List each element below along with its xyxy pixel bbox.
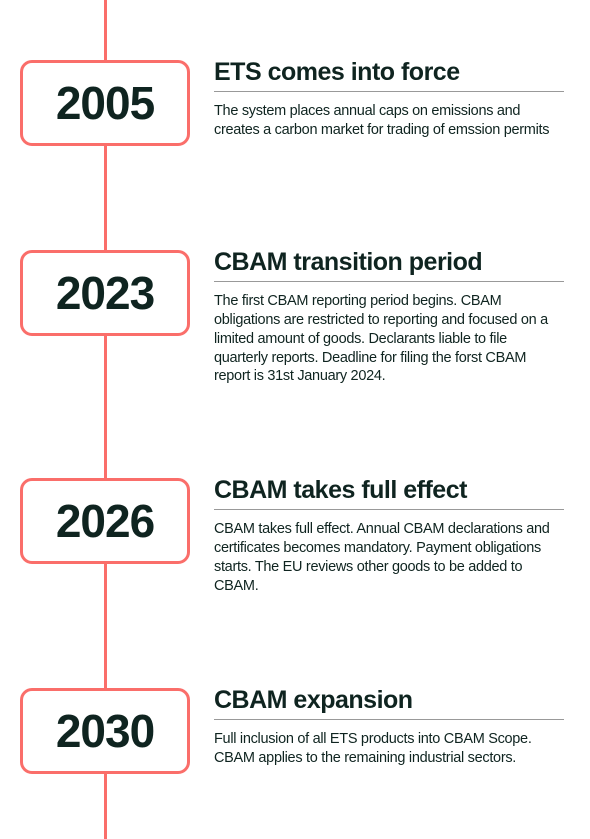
year-box: 2005: [20, 60, 190, 146]
year-box: 2030: [20, 688, 190, 774]
timeline-content: CBAM takes full effect CBAM takes full e…: [190, 470, 570, 595]
timeline-body: The system places annual caps on emissio…: [214, 102, 564, 140]
timeline-item: 2023 CBAM transition period The first CB…: [20, 242, 570, 386]
timeline-item: 2005 ETS comes into force The system pla…: [20, 52, 570, 146]
divider: [214, 281, 564, 282]
year-text: 2030: [56, 704, 154, 758]
timeline-body: The first CBAM reporting period begins. …: [214, 292, 564, 386]
timeline-title: CBAM takes full effect: [214, 476, 564, 505]
timeline-content: CBAM expansion Full inclusion of all ETS…: [190, 680, 570, 768]
year-text: 2026: [56, 494, 154, 548]
timeline-title: CBAM transition period: [214, 248, 564, 277]
year-box: 2026: [20, 478, 190, 564]
timeline-body: Full inclusion of all ETS products into …: [214, 730, 564, 768]
year-text: 2023: [56, 266, 154, 320]
timeline-item: 2030 CBAM expansion Full inclusion of al…: [20, 680, 570, 774]
year-text: 2005: [56, 76, 154, 130]
timeline-title: CBAM expansion: [214, 686, 564, 715]
timeline-body: CBAM takes full effect. Annual CBAM decl…: [214, 520, 564, 595]
divider: [214, 719, 564, 720]
year-box: 2023: [20, 250, 190, 336]
timeline-title: ETS comes into force: [214, 58, 564, 87]
timeline-content: CBAM transition period The first CBAM re…: [190, 242, 570, 386]
timeline-content: ETS comes into force The system places a…: [190, 52, 570, 140]
divider: [214, 91, 564, 92]
divider: [214, 509, 564, 510]
timeline-item: 2026 CBAM takes full effect CBAM takes f…: [20, 470, 570, 595]
